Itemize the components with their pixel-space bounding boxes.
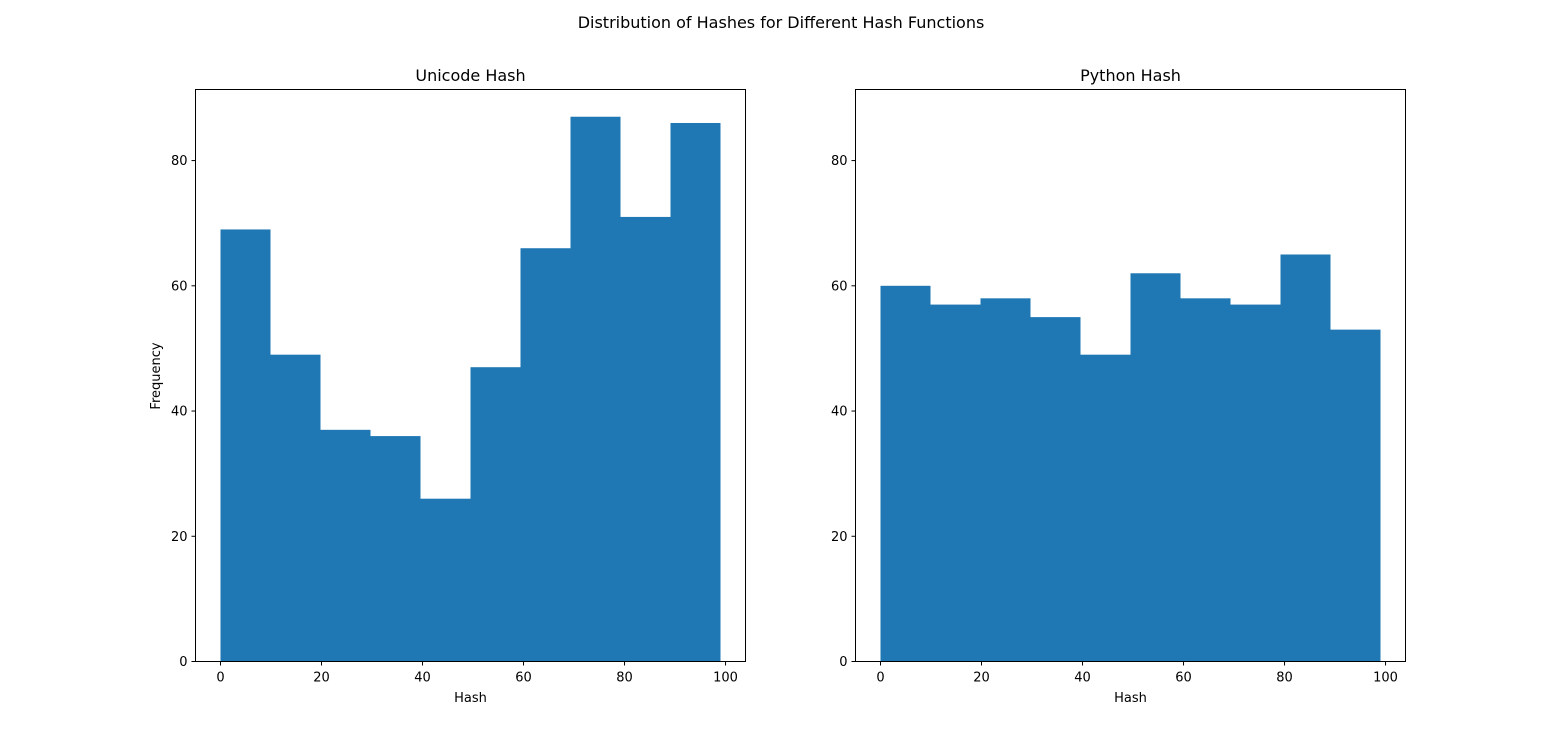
unicode-hash-bar: [270, 354, 321, 662]
python-hash-xtick-label: 0: [876, 671, 884, 686]
unicode-hash-ytick-label: 60: [171, 279, 188, 294]
unicode-hash-bar: [670, 122, 721, 662]
python-hash-ytick-label: 80: [831, 154, 848, 169]
python-hash-histogram: Python Hash 0 20 40 60 80 100 0 20 40 60 80 Hash: [831, 66, 1406, 706]
python-hash-ytick-label: 20: [831, 530, 848, 545]
python-hash-ytick-label: 40: [831, 405, 848, 420]
python-hash-xtick-label: 40: [1074, 671, 1091, 686]
python-hash-xtick-label: 60: [1175, 671, 1192, 686]
python-hash-xlabel: Hash: [1114, 691, 1147, 706]
unicode-hash-xtick-label: 20: [313, 671, 330, 686]
unicode-hash-ytick-label: 20: [171, 530, 188, 545]
unicode-hash-xtick-label: 0: [216, 671, 224, 686]
unicode-hash-xtick-label: 40: [414, 671, 431, 686]
python-hash-title: Python Hash: [1080, 66, 1181, 85]
python-hash-bar: [1230, 304, 1281, 662]
python-hash-bar: [1080, 354, 1131, 662]
python-hash-bar: [1030, 317, 1081, 662]
unicode-hash-ytick-label: 0: [179, 655, 187, 670]
unicode-hash-axes-frame: [195, 89, 746, 662]
unicode-hash-bar: [570, 116, 621, 662]
unicode-hash-xlabel: Hash: [454, 691, 487, 706]
figure-suptitle: Distribution of Hashes for Different Has…: [578, 13, 985, 32]
unicode-hash-ytick-label: 40: [171, 405, 188, 420]
unicode-hash-bar: [220, 229, 271, 662]
unicode-hash-ylabel: Frequency: [149, 342, 164, 409]
python-hash-bar: [930, 304, 981, 662]
unicode-hash-xtick-label: 60: [515, 671, 532, 686]
python-hash-bar: [1280, 254, 1331, 662]
unicode-hash-xtick-label: 80: [616, 671, 633, 686]
unicode-hash-bar: [420, 498, 471, 662]
python-hash-axes-frame: [855, 89, 1406, 662]
python-hash-bar: [980, 298, 1031, 662]
unicode-hash-bar: [620, 216, 671, 662]
unicode-hash-bar: [470, 367, 521, 662]
python-hash-bar: [1180, 298, 1231, 662]
unicode-hash-bar: [520, 248, 571, 662]
python-hash-bar: [880, 285, 931, 662]
python-hash-bar: [1130, 273, 1181, 662]
unicode-hash-ytick-label: 80: [171, 154, 188, 169]
unicode-hash-xtick-label: 100: [713, 671, 738, 686]
unicode-hash-bar: [370, 436, 421, 662]
python-hash-bar: [1330, 329, 1381, 662]
python-hash-ytick-label: 0: [839, 655, 847, 670]
unicode-hash-title: Unicode Hash: [415, 66, 525, 85]
unicode-hash-bar: [320, 429, 371, 662]
python-hash-xtick-label: 100: [1373, 671, 1398, 686]
python-hash-ytick-label: 60: [831, 279, 848, 294]
python-hash-xtick-label: 20: [973, 671, 990, 686]
python-hash-xtick-label: 80: [1276, 671, 1293, 686]
